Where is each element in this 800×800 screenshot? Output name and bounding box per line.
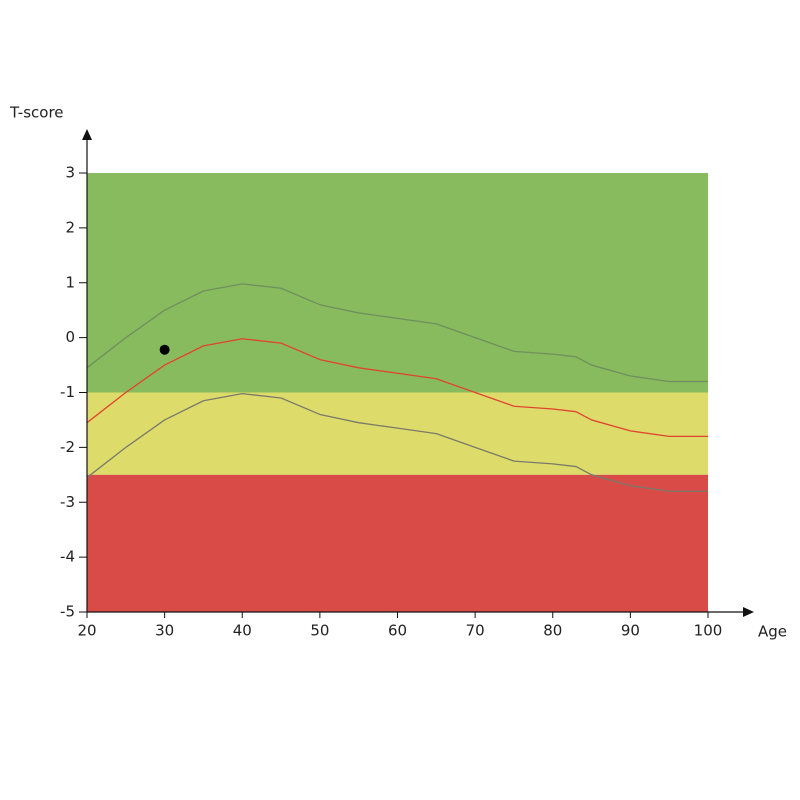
x-axis-arrow <box>743 607 754 617</box>
zone-band <box>87 392 708 475</box>
x-tick-label: 30 <box>155 622 174 640</box>
y-axis-arrow <box>82 129 92 140</box>
zone-band <box>87 474 708 612</box>
x-tick-label: 60 <box>388 622 407 640</box>
y-tick-label: 0 <box>65 328 75 346</box>
x-tick-label: 50 <box>310 622 329 640</box>
y-tick-label: 1 <box>65 273 75 291</box>
x-tick-label: 90 <box>621 622 640 640</box>
patient-point <box>159 344 170 355</box>
y-tick-label: -5 <box>60 603 75 621</box>
y-tick-label: 2 <box>65 218 75 236</box>
y-tick-label: 3 <box>65 164 75 182</box>
x-axis-label: Age <box>758 623 787 641</box>
x-tick-label: 40 <box>233 622 252 640</box>
curve <box>86 283 708 383</box>
curve <box>86 392 708 492</box>
x-tick-label: 80 <box>543 622 562 640</box>
y-axis-label: T-score <box>9 104 64 122</box>
y-tick-label: -4 <box>60 548 75 566</box>
y-tick-label: -3 <box>60 493 75 511</box>
y-tick-label: -1 <box>60 383 75 401</box>
curve <box>86 338 708 438</box>
x-tick-label: 20 <box>77 622 96 640</box>
x-tick-label: 70 <box>466 622 485 640</box>
x-tick-label: 100 <box>694 622 723 640</box>
y-tick-label: -2 <box>60 438 75 456</box>
zone-band <box>87 173 708 393</box>
